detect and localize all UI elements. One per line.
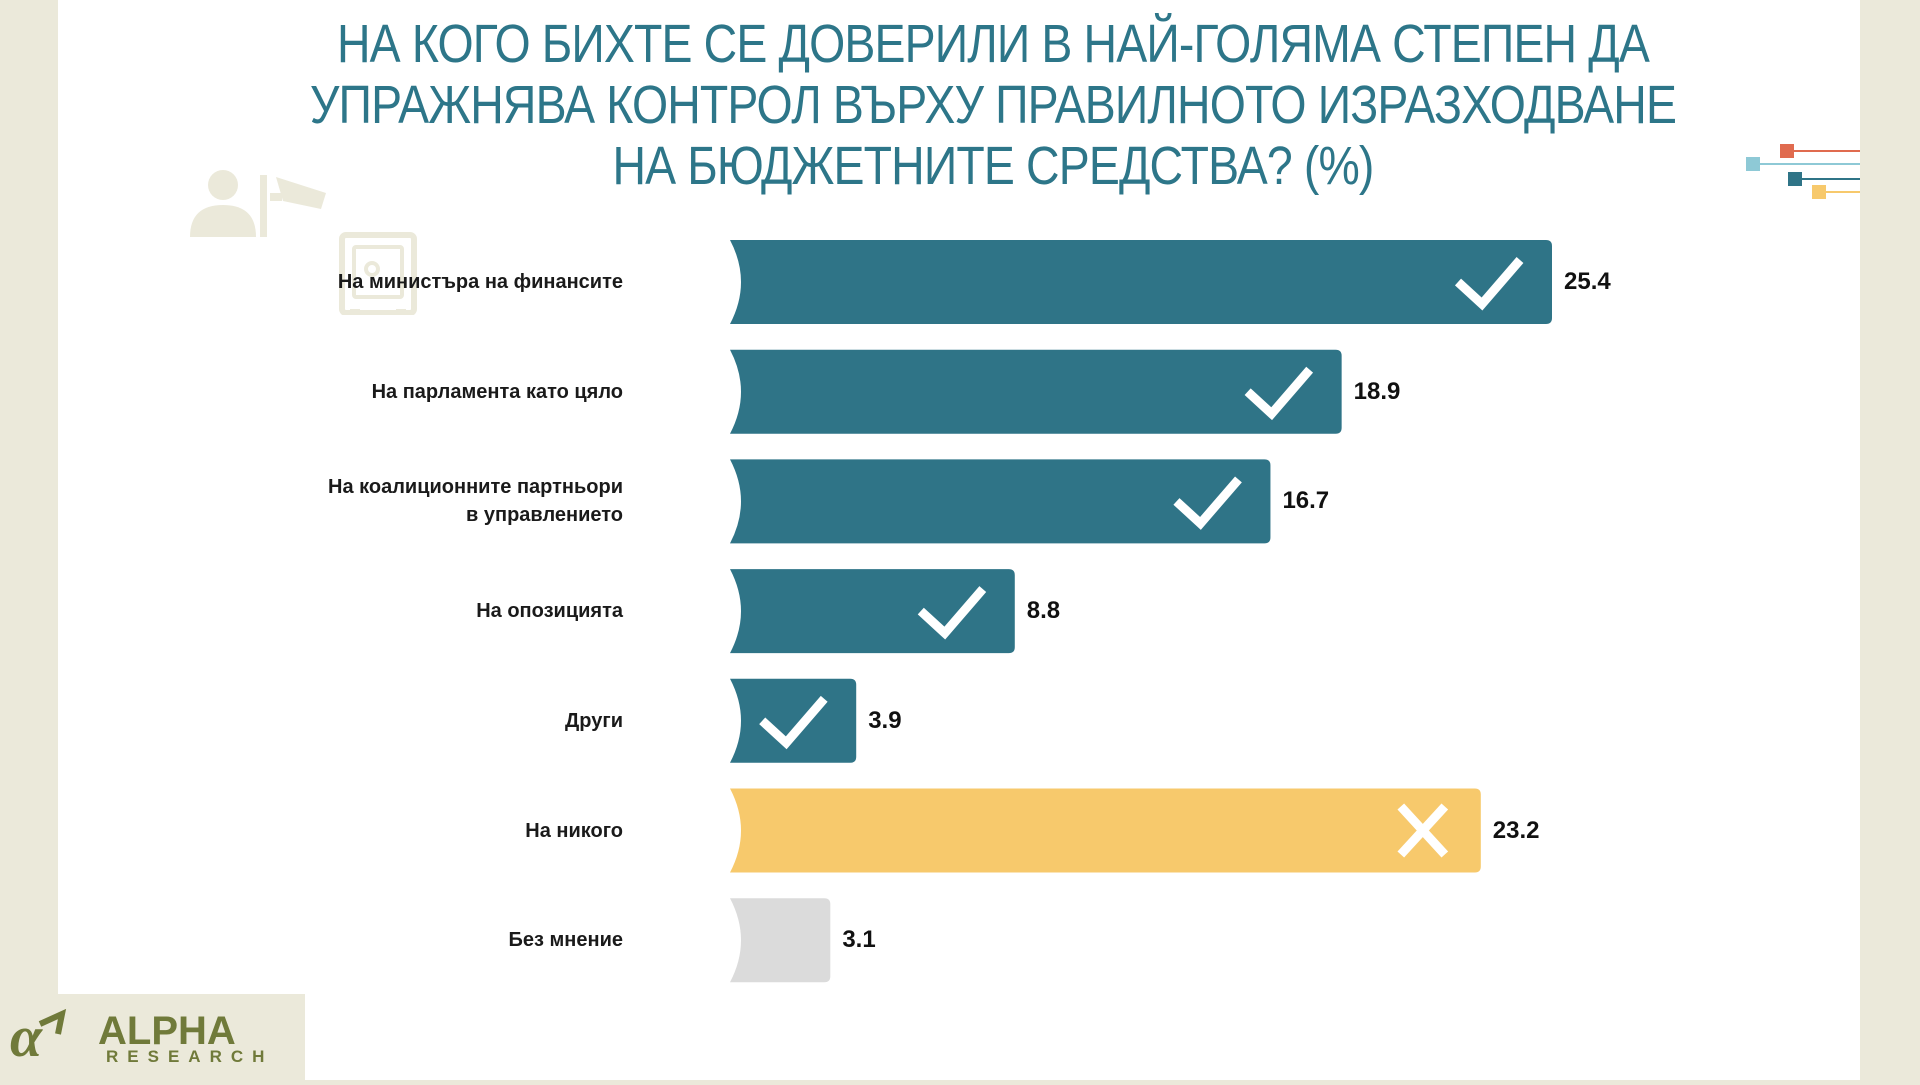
category-label: На никого bbox=[203, 817, 623, 845]
category-label: Други bbox=[203, 707, 623, 735]
check-icon bbox=[1173, 476, 1242, 530]
category-label: На министъра на финансите bbox=[203, 268, 623, 296]
category-label-line: Без мнение bbox=[508, 929, 624, 952]
cross-icon bbox=[1397, 803, 1449, 858]
value-label: 16.7 bbox=[1282, 487, 1330, 515]
category-label: Без мнение bbox=[203, 926, 624, 954]
alpha-research-logo-icon: α ALPHA RESEARCH bbox=[10, 1004, 273, 1069]
check-icon bbox=[1454, 257, 1524, 311]
value-label: 25.4 bbox=[1564, 268, 1611, 295]
category-label: На опозицията bbox=[203, 597, 623, 625]
bar-3 bbox=[730, 569, 1015, 654]
bar-0 bbox=[730, 240, 1552, 324]
category-label-line: На никого bbox=[525, 819, 623, 842]
chart-title: НА КОГО БИХТЕ СЕ ДОВЕРИЛИ В НАЙ-ГОЛЯМА С… bbox=[309, 14, 1677, 196]
category-label-line: Други bbox=[565, 709, 623, 732]
check-icon bbox=[759, 695, 828, 750]
value-label: 3.9 bbox=[868, 706, 902, 734]
value-label: 23.2 bbox=[1492, 816, 1540, 844]
logo-sub-text: RESEARCH bbox=[106, 1047, 273, 1066]
check-icon bbox=[1244, 366, 1314, 421]
value-label: 3.1 bbox=[842, 926, 876, 954]
category-label-line: в управлението bbox=[466, 504, 623, 527]
bar-4 bbox=[730, 678, 857, 763]
check-icon bbox=[917, 586, 987, 640]
logo-brand-text: ALPHA bbox=[98, 1009, 236, 1053]
bar-6 bbox=[730, 898, 831, 983]
category-label-line: На коалиционните партньори bbox=[328, 476, 623, 499]
logo: α ALPHA RESEARCH bbox=[0, 994, 305, 1080]
category-label-line: На министъра на финансите bbox=[337, 271, 623, 293]
value-label: 18.9 bbox=[1353, 377, 1401, 405]
svg-text:α: α bbox=[10, 1004, 43, 1069]
bar-5 bbox=[730, 788, 1481, 873]
surveillance-illustration-icon bbox=[190, 170, 417, 315]
bar-chart bbox=[730, 240, 1552, 983]
slide: НА КОГО БИХТЕ СЕ ДОВЕРИЛИ В НАЙ-ГОЛЯМА С… bbox=[58, 0, 1860, 1080]
bar-1 bbox=[730, 349, 1342, 434]
category-label-line: На парламента като цяло bbox=[371, 380, 623, 403]
bar-2 bbox=[730, 459, 1271, 544]
decorative-squares-icon bbox=[1746, 144, 1860, 199]
category-label: На коалиционните партньори в управлението bbox=[203, 473, 623, 529]
category-label-line: На опозицията bbox=[476, 600, 623, 623]
category-label: На парламента като цяло bbox=[203, 378, 623, 406]
value-label: 8.8 bbox=[1026, 597, 1061, 625]
